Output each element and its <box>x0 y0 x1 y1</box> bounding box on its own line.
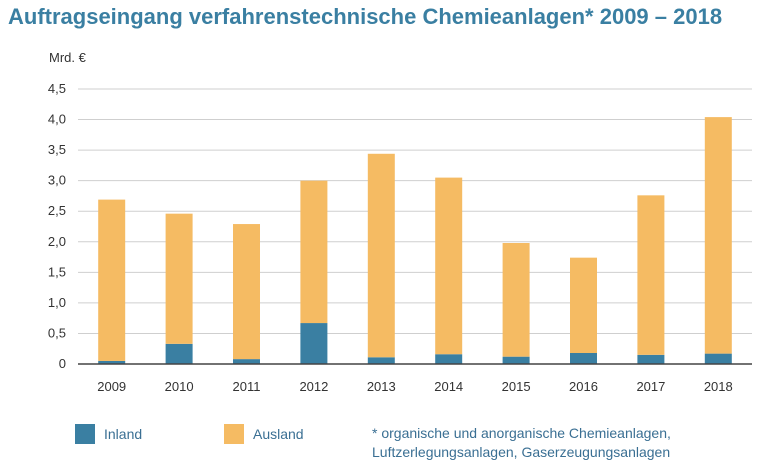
bar-ausland-2010 <box>165 213 193 344</box>
bar-inland-2015 <box>502 356 530 364</box>
x-tick-label: 2012 <box>299 379 328 394</box>
x-tick-label: 2013 <box>367 379 396 394</box>
x-tick-label: 2011 <box>233 379 261 394</box>
chart-title: Auftragseingang verfahrenstechnische Che… <box>8 4 723 29</box>
bar-inland-2010 <box>165 343 193 364</box>
bar-ausland-2015 <box>502 243 530 357</box>
y-tick-label: 2,5 <box>48 203 66 218</box>
bar-inland-2014 <box>435 354 463 364</box>
x-tick-label: 2017 <box>636 379 665 394</box>
footnote: * organische und anorganische Chemieanla… <box>372 424 671 462</box>
footnote-line-2: Luftzerlegungsanlagen, Gaserzeugungsanla… <box>372 444 671 460</box>
bar-inland-2012 <box>300 323 328 364</box>
bar-ausland-2009 <box>98 199 126 361</box>
legend-swatch-ausland <box>224 424 244 444</box>
legend-item-ausland: Ausland <box>224 424 304 444</box>
bar-ausland-2011 <box>233 224 260 360</box>
x-tick-label: 2018 <box>704 379 733 394</box>
y-tick-label: 0 <box>59 356 66 371</box>
bar-inland-2013 <box>367 357 395 364</box>
bar-ausland-2014 <box>435 177 463 355</box>
x-tick-label: 2014 <box>434 379 463 394</box>
y-tick-label: 3,0 <box>48 173 66 188</box>
bars <box>98 117 732 364</box>
y-tick-label: 3,5 <box>48 142 66 157</box>
legend-swatch-inland <box>75 424 95 444</box>
bar-ausland-2016 <box>570 257 597 353</box>
y-tick-label: 4,5 <box>48 81 66 96</box>
x-tick-label: 2016 <box>569 379 598 394</box>
bar-ausland-2017 <box>637 195 665 355</box>
axes: 0 0,5 1,0 1,5 2,0 2,5 3,0 3,5 4,0 4,5 2009 2010 2011… <box>48 81 752 394</box>
x-tick-label: 2009 <box>97 379 126 394</box>
y-axis-unit: Mrd. € <box>49 50 87 65</box>
x-tick-label: 2010 <box>165 379 194 394</box>
footnote-line-1: * organische und anorganische Chemieanla… <box>372 425 671 441</box>
y-tick-label: 1,0 <box>48 295 66 310</box>
bar-inland-2018 <box>704 353 732 364</box>
legend-item-inland: Inland <box>75 424 142 444</box>
y-tick-label: 0,5 <box>48 325 66 340</box>
y-tick-label: 4,0 <box>48 112 66 127</box>
legend-label-ausland: Ausland <box>253 426 304 442</box>
y-tick-label: 1,5 <box>48 264 66 279</box>
x-tick-label: 2015 <box>502 379 531 394</box>
y-tick-label: 2,0 <box>48 234 66 249</box>
bar-inland-2011 <box>233 359 260 364</box>
bar-ausland-2018 <box>704 117 732 354</box>
bar-ausland-2012 <box>300 180 328 324</box>
bar-ausland-2013 <box>367 153 395 358</box>
bar-inland-2016 <box>570 353 597 364</box>
bar-inland-2017 <box>637 354 665 364</box>
legend-label-inland: Inland <box>104 426 143 442</box>
bar-inland-2009 <box>98 360 126 364</box>
